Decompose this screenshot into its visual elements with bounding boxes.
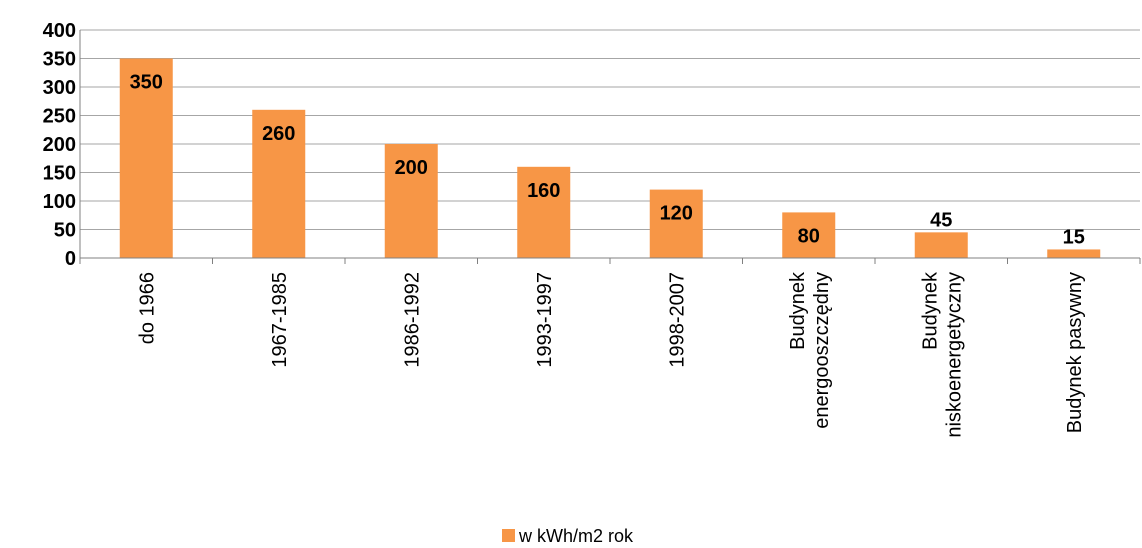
x-category-label: 1993-1997 [534, 272, 556, 368]
bar [384, 144, 438, 258]
y-tick-label: 350 [43, 49, 76, 71]
bar [119, 58, 173, 258]
legend-entry: w kWh/m2 rok [518, 526, 634, 546]
data-label: 160 [527, 180, 560, 202]
x-axis-category-labels: do 1966 1967-1985 1986-1992 1993-1997 1998-2… [136, 271, 1086, 438]
gridlines [80, 29, 1140, 230]
bar [1047, 249, 1101, 258]
bar [517, 166, 571, 258]
data-label: 120 [660, 203, 693, 225]
x-category-label: 1998-2007 [666, 272, 688, 368]
y-tick-label: 100 [43, 191, 76, 213]
legend: w kWh/m2 rok [502, 526, 634, 546]
data-label: 350 [130, 72, 163, 94]
bar [252, 109, 306, 258]
y-tick-label: 200 [43, 134, 76, 156]
bars [119, 58, 1101, 258]
x-category-label: Budynek niskoenergetyczny [919, 271, 965, 438]
bar [649, 189, 703, 258]
y-tick-label: 400 [43, 20, 76, 42]
y-tick-label: 250 [43, 106, 76, 128]
legend-swatch [502, 529, 515, 542]
x-category-label: do 1966 [136, 272, 158, 344]
data-labels: 350 260 200 160 120 80 45 15 [130, 72, 1085, 249]
axes [79, 30, 1141, 264]
data-label: 260 [262, 123, 295, 145]
y-tick-label: 150 [43, 163, 76, 185]
data-label: 15 [1063, 226, 1085, 248]
x-category-label: Budynek pasywny [1064, 272, 1086, 433]
x-category-label: 1967-1985 [269, 272, 291, 368]
data-label: 80 [798, 225, 820, 247]
data-label: 200 [395, 157, 428, 179]
data-label: 45 [930, 209, 952, 231]
bar [914, 232, 968, 258]
x-category-label: 1986-1992 [401, 272, 423, 368]
y-tick-label: 300 [43, 77, 76, 99]
y-tick-label: 0 [65, 248, 76, 270]
bar [782, 212, 836, 258]
y-tick-label: 50 [54, 220, 76, 242]
x-category-label: Budynek energooszczędny [787, 271, 833, 429]
y-axis-tick-labels: 0 50 100 150 200 250 300 350 400 [43, 20, 76, 270]
